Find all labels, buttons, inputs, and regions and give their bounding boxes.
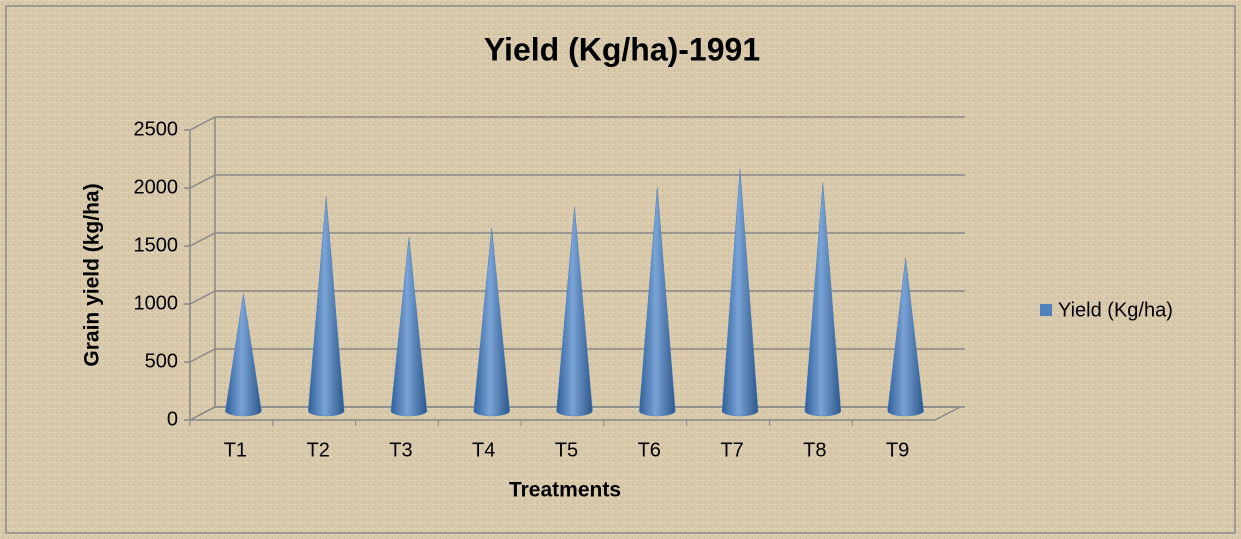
cone bbox=[721, 168, 759, 417]
grid-line bbox=[189, 348, 216, 363]
border bbox=[5, 5, 1236, 534]
x-tick-label: T1 bbox=[224, 439, 247, 461]
grid-line bbox=[189, 290, 216, 305]
y-axis-title: Grain yield (kg/ha) bbox=[81, 183, 104, 366]
cone bbox=[556, 206, 593, 417]
x-tick-label: T7 bbox=[720, 439, 743, 461]
x-tick-label: T4 bbox=[472, 439, 495, 461]
grid-line bbox=[189, 174, 216, 189]
chart-title: Yield (Kg/ha)-1991 bbox=[484, 31, 760, 67]
grid-line bbox=[189, 116, 216, 131]
y-tick-label: 2000 bbox=[134, 176, 179, 198]
cone bbox=[225, 293, 262, 417]
x-tick-label: T2 bbox=[306, 439, 329, 461]
y-tick-label: 0 bbox=[167, 408, 178, 430]
x-tick-label: T9 bbox=[886, 439, 909, 461]
cone bbox=[473, 227, 510, 417]
legend-label: Yield (Kg/ha) bbox=[1058, 299, 1173, 321]
grid-line bbox=[189, 232, 216, 247]
x-tick-label: T8 bbox=[803, 439, 826, 461]
x-tick-label: T6 bbox=[638, 439, 661, 461]
y-tick-label: 500 bbox=[145, 350, 178, 372]
cone bbox=[307, 196, 345, 417]
y-tick-label: 1500 bbox=[134, 234, 179, 256]
legend-swatch bbox=[1040, 304, 1052, 316]
cone bbox=[887, 257, 924, 417]
x-tick-label: T3 bbox=[389, 439, 412, 461]
x-tick-label: T5 bbox=[555, 439, 578, 461]
x-axis-title: Treatments bbox=[509, 479, 621, 502]
grid-line bbox=[189, 406, 216, 421]
y-tick-label: 2500 bbox=[134, 118, 179, 140]
cone bbox=[639, 187, 676, 417]
y-tick-label: 1000 bbox=[134, 292, 179, 314]
cone bbox=[390, 236, 428, 417]
cone bbox=[804, 182, 842, 417]
